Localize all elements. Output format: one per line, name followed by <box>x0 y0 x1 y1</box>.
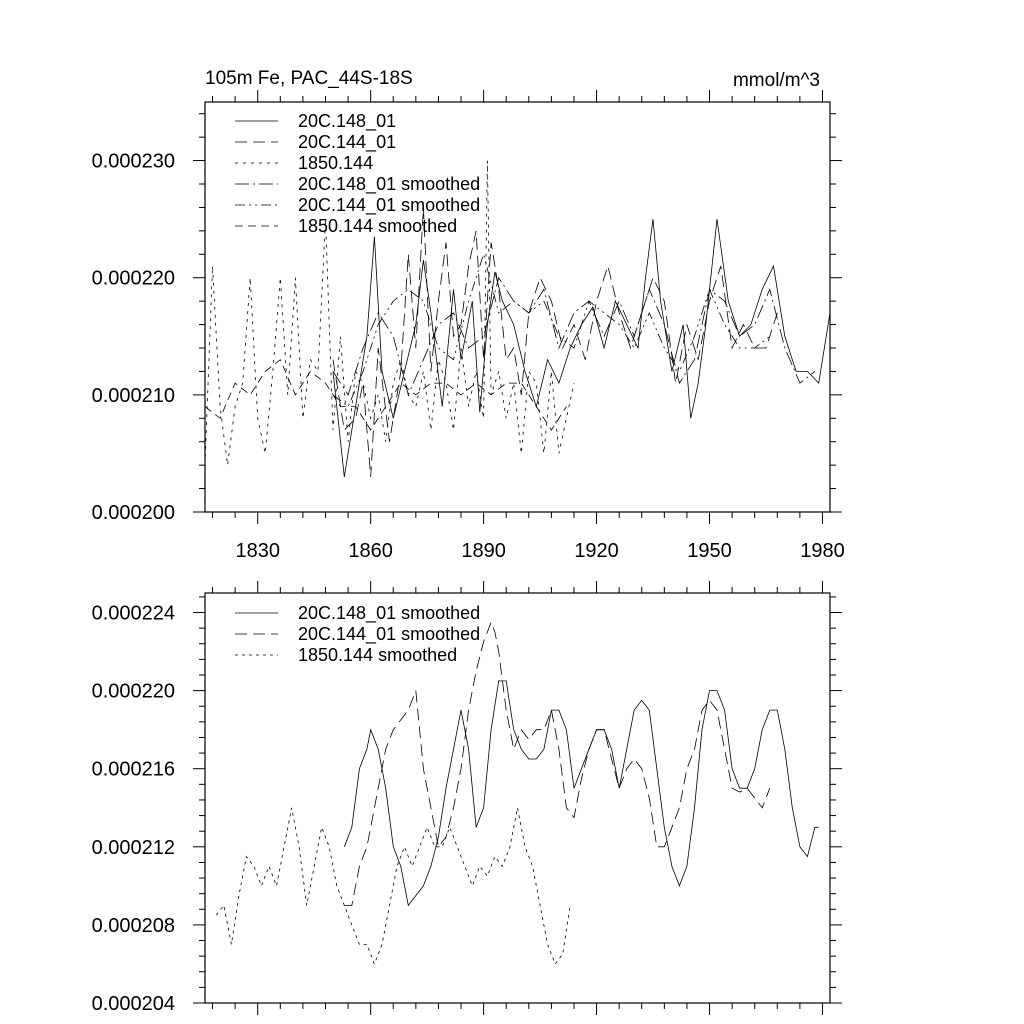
legend-label: 20C.144_01 <box>298 132 396 153</box>
y-tick-label: 0.000210 <box>92 385 175 407</box>
legend-label: 1850.144 <box>298 153 373 173</box>
units-label: mmol/m^3 <box>733 70 820 91</box>
series-line-2 <box>332 207 778 477</box>
y-tick-label: 0.000220 <box>92 681 175 703</box>
legend-label: 20C.148_01 smoothed <box>298 603 480 624</box>
series-line-3 <box>215 807 571 966</box>
x-tick-label: 1980 <box>800 540 845 562</box>
x-tick-label: 1950 <box>687 540 732 562</box>
y-tick-label: 0.000216 <box>92 759 175 781</box>
plot-frame <box>204 101 831 513</box>
y-tick-label: 0.000212 <box>92 837 175 859</box>
chart-title: 105m Fe, PAC_44S-18S <box>205 68 413 89</box>
top-chart: 1830 1860 1890 1920 1950 1980 0.000200 0.000210… <box>92 68 845 562</box>
y-tick-label: 0.000224 <box>92 603 175 625</box>
x-tick-label: 1830 <box>235 540 280 562</box>
series-line-6 <box>204 359 567 431</box>
series-line-5 <box>332 252 771 408</box>
series-line-3 <box>204 160 575 466</box>
legend-label: 1850.144 smoothed <box>298 216 457 236</box>
y-tick-label: 0.000220 <box>92 268 175 290</box>
legend-label: 20C.148_01 smoothed <box>298 174 480 195</box>
series-line-4 <box>332 276 816 397</box>
y-tick-label: 0.000200 <box>92 502 175 524</box>
y-tick-label: 0.000204 <box>92 993 175 1015</box>
legend-label: 20C.144_01 smoothed <box>298 195 480 216</box>
series-line-1 <box>332 219 831 477</box>
legend-label: 1850.144 smoothed <box>298 645 457 665</box>
x-tick-label: 1860 <box>348 540 393 562</box>
plot-frame <box>204 592 831 1004</box>
y-tick-label: 0.000230 <box>92 151 175 173</box>
bottom-chart: 0.000204 0.000208 0.000212 0.000216 0.000220… <box>92 581 842 1015</box>
x-tick-label: 1890 <box>461 540 506 562</box>
series-line-1 <box>343 680 819 907</box>
y-tick-label: 0.000208 <box>92 915 175 937</box>
series-line-2 <box>344 621 771 906</box>
x-tick-label: 1920 <box>574 540 619 562</box>
legend-label: 20C.148_01 <box>298 111 396 132</box>
legend-label: 20C.144_01 smoothed <box>298 624 480 645</box>
